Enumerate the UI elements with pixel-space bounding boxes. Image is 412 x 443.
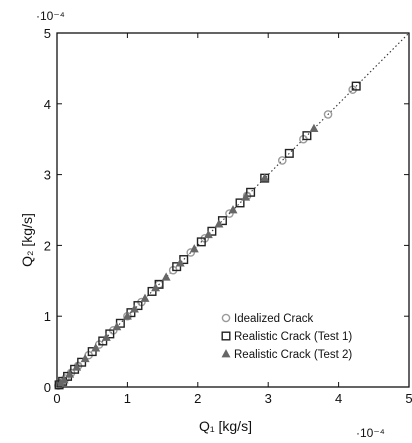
data-point (302, 131, 312, 141)
data-point (351, 81, 361, 91)
x-tick-label: 3 (265, 391, 272, 406)
y-tick-label: 4 (44, 97, 51, 112)
data-point (91, 343, 101, 352)
y-exponent-label: ·10⁻⁴ (36, 9, 65, 23)
data-point (260, 173, 270, 182)
data-point (161, 272, 171, 281)
y-tick-label: 1 (44, 309, 51, 324)
x-exponent-label: ·10⁻⁴ (356, 426, 385, 440)
x-axis-label: Q₁ [kg/s] (199, 418, 252, 434)
data-point (140, 293, 150, 302)
series-triangle (56, 123, 319, 387)
data-point (277, 156, 287, 165)
legend-marker (221, 313, 231, 323)
y-tick-label: 3 (44, 168, 51, 183)
data-point (228, 205, 238, 214)
y-tick-label: 5 (44, 26, 51, 41)
x-tick-label: 5 (405, 391, 412, 406)
data-point (284, 148, 294, 158)
data-point (172, 262, 182, 272)
legend-marker (221, 331, 231, 341)
data-points (54, 81, 361, 390)
data-point (225, 209, 234, 218)
data-point (112, 321, 122, 331)
data-point (241, 192, 251, 201)
data-point (151, 283, 161, 292)
legend-marker (221, 349, 231, 358)
data-point (186, 248, 196, 257)
legend-label: Realistic Crack (Test 1) (234, 331, 352, 343)
x-tick-label: 4 (335, 391, 342, 406)
data-point (122, 311, 132, 320)
y-axis-label: Q₂ [kg/s] (19, 213, 35, 267)
data-point (175, 258, 185, 267)
data-point (147, 286, 157, 296)
data-point (77, 357, 87, 367)
data-point (214, 219, 224, 228)
plot-frame (56, 32, 410, 388)
x-tick-label: 0 (53, 391, 60, 406)
data-point (323, 110, 333, 119)
data-point (309, 123, 319, 132)
data-point (98, 336, 108, 346)
data-point (80, 353, 90, 363)
data-point (59, 375, 69, 384)
data-point (235, 198, 245, 208)
axis-ticks: 0 1 2 3 4 5 0 1 2 3 4 5 (44, 26, 412, 406)
plot-area (56, 32, 410, 388)
x-tick-label: 1 (124, 391, 131, 406)
data-point (72, 362, 82, 371)
data-point (196, 237, 206, 247)
legend-label: Idealized Crack (234, 313, 314, 325)
data-point (246, 187, 256, 197)
legend: Idealized Crack Realistic Crack (Test 1) R… (221, 313, 352, 361)
y-tick-label: 2 (44, 238, 51, 253)
data-point (189, 244, 199, 253)
data-point (87, 347, 97, 357)
data-point (65, 369, 75, 378)
y-tick-label: 0 (44, 380, 51, 395)
data-point (101, 332, 111, 341)
x-tick-label: 2 (194, 391, 201, 406)
data-point (203, 229, 213, 239)
legend-label: Realistic Crack (Test 2) (234, 349, 352, 361)
data-point (129, 304, 139, 313)
